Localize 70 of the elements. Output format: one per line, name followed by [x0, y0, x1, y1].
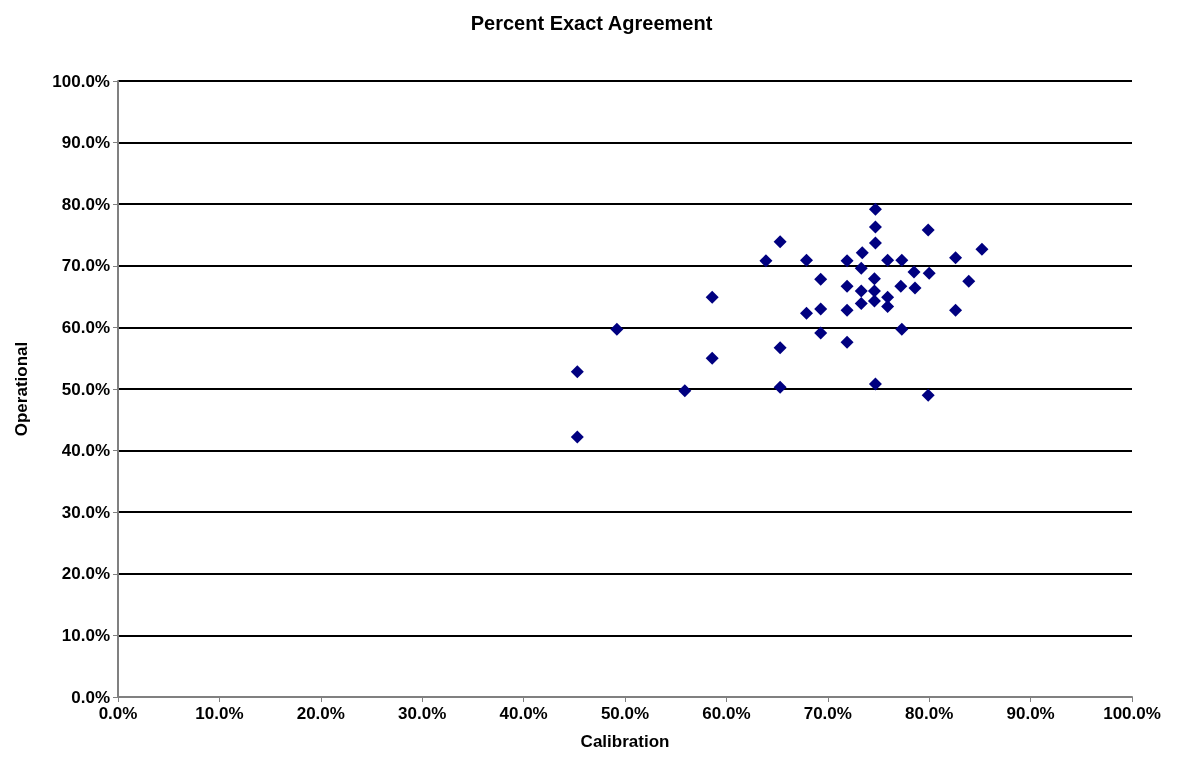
x-tick-label: 50.0%: [600, 704, 650, 723]
point: [610, 322, 624, 336]
y-tick-label: 100.0%: [52, 71, 110, 91]
point: [949, 251, 963, 265]
y-tick-label: 60.0%: [61, 317, 110, 337]
point: [814, 302, 828, 316]
point: [881, 299, 895, 313]
point: [678, 384, 692, 398]
point: [868, 220, 882, 234]
point: [854, 261, 868, 275]
point: [840, 254, 854, 268]
point: [854, 284, 868, 298]
x-tick-label: 10.0%: [195, 704, 244, 723]
x-tick-label: 90.0%: [1006, 704, 1055, 723]
point: [705, 351, 719, 365]
y-tick-label: 70.0%: [61, 256, 110, 276]
x-tick-label: 0.0%: [98, 704, 138, 723]
y-tick-label: 0.0%: [71, 687, 110, 707]
x-tick-label: 20.0%: [296, 704, 345, 723]
point: [773, 380, 787, 394]
y-tick-label: 50.0%: [61, 379, 110, 399]
point: [773, 235, 787, 249]
point: [868, 236, 882, 250]
point: [868, 377, 882, 391]
x-tick-label: 80.0%: [905, 704, 954, 723]
point: [759, 254, 773, 268]
point: [814, 272, 828, 286]
chart-title: Percent Exact Agreement: [470, 12, 713, 34]
point: [570, 430, 584, 444]
point: [881, 290, 895, 304]
point: [705, 290, 719, 304]
point: [570, 365, 584, 379]
y-tick-label: 80.0%: [61, 194, 110, 214]
point: [840, 303, 854, 317]
point: [907, 265, 921, 279]
point: [908, 281, 922, 295]
y-tick-label: 10.0%: [61, 625, 110, 645]
point: [949, 303, 963, 317]
x-tick-label: 60.0%: [702, 704, 751, 723]
x-tick-label: 40.0%: [499, 704, 548, 723]
point: [962, 274, 976, 288]
point: [922, 266, 936, 280]
point: [800, 306, 814, 320]
point: [921, 223, 935, 237]
y-tick-label: 20.0%: [61, 564, 110, 584]
point: [800, 253, 814, 267]
point: [814, 326, 828, 340]
point: [894, 279, 908, 293]
point: [975, 242, 989, 256]
point: [895, 253, 909, 267]
point: [867, 284, 881, 298]
point: [773, 341, 787, 355]
point: [895, 322, 909, 336]
point: [921, 388, 935, 402]
x-axis-title: Calibration: [580, 732, 670, 751]
x-tick-label: 100.0%: [1103, 704, 1161, 723]
point: [855, 246, 869, 260]
x-tick-label: 30.0%: [398, 704, 447, 723]
point: [867, 272, 881, 286]
point: [854, 296, 868, 310]
y-tick-label: 40.0%: [61, 441, 110, 461]
point: [840, 335, 854, 349]
y-tick-label: 90.0%: [61, 133, 110, 153]
x-tick-label: 70.0%: [803, 704, 852, 723]
y-tick-label: 30.0%: [61, 502, 110, 522]
y-axis-title: Operational: [12, 341, 31, 437]
point: [881, 253, 895, 267]
point: [868, 202, 882, 216]
point: [840, 279, 854, 293]
point: [867, 294, 881, 308]
